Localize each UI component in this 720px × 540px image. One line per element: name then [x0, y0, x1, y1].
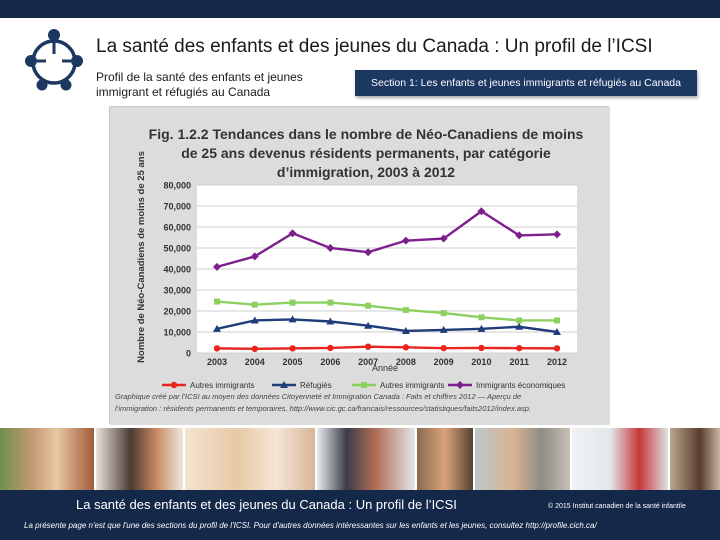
- y-tick-label: 20,000: [163, 307, 191, 317]
- series-line: [216, 300, 557, 322]
- x-axis-title: Année: [372, 363, 398, 373]
- data-point: [439, 325, 448, 333]
- data-point: [365, 302, 372, 309]
- x-tick-label: 2003: [207, 357, 227, 367]
- footer-title: La santé des enfants et des jeunes du Ca…: [76, 497, 457, 512]
- data-point: [440, 310, 447, 317]
- x-tick-label: 2007: [358, 357, 378, 367]
- photo-children-group: [0, 428, 94, 490]
- cich-logo: [25, 29, 83, 91]
- data-point: [401, 326, 410, 334]
- y-tick-label: 80,000: [163, 181, 191, 191]
- chart-figure: Fig. 1.2.2 Tendances dans le nombre de N…: [109, 106, 610, 425]
- data-point: [515, 231, 524, 240]
- data-point: [364, 343, 372, 350]
- profile-subtitle: Profil de la santé des enfants et jeunes…: [96, 70, 303, 99]
- data-point: [251, 345, 258, 352]
- figure-title-line3: d’immigration, 2003 à 2012: [277, 164, 455, 180]
- data-point: [280, 381, 288, 388]
- page-title: La santé des enfants et des jeunes du Ca…: [96, 36, 653, 57]
- footer-copyright: © 2015 Institut canadien de la santé inf…: [548, 503, 686, 510]
- legend-label: Autres immigrants: [190, 381, 254, 390]
- source-line-2: l’immigration : résidents permanents et …: [115, 404, 531, 413]
- data-point: [478, 344, 485, 352]
- data-point: [401, 236, 410, 245]
- series-line: [216, 209, 558, 269]
- section-badge: Section 1: Les enfants et jeunes immigra…: [355, 70, 697, 96]
- data-point: [478, 314, 485, 321]
- photo-teen: [670, 428, 720, 490]
- y-tick-label: 0: [186, 349, 191, 359]
- y-axis-title: Nombre de Néo-Canadiens de moins de 25 a…: [136, 151, 147, 363]
- data-point: [250, 316, 259, 324]
- data-point: [554, 317, 560, 324]
- data-point: [326, 244, 335, 252]
- data-point: [327, 299, 334, 306]
- photo-family: [95, 428, 184, 490]
- data-point: [402, 306, 409, 313]
- source-line-1: Graphique créé par l’ICSI au moyen des d…: [115, 392, 521, 401]
- data-point: [288, 315, 297, 323]
- data-point: [553, 345, 561, 352]
- data-point: [250, 252, 259, 261]
- top-band: [0, 0, 720, 18]
- legend-label: Réfugiés: [300, 381, 332, 390]
- y-tick-label: 70,000: [163, 202, 191, 212]
- x-tick-label: 2009: [434, 357, 454, 367]
- data-point: [251, 301, 258, 308]
- y-tick-label: 10,000: [163, 328, 191, 338]
- data-point: [326, 317, 335, 325]
- line-chart: Fig. 1.2.2 Tendances dans le nombre de N…: [110, 107, 610, 425]
- x-tick-label: 2004: [245, 357, 265, 367]
- footer-band: [0, 490, 720, 540]
- data-point: [456, 381, 464, 389]
- data-point: [553, 230, 561, 239]
- data-point: [364, 248, 373, 257]
- legend-label: Immigrants économiques: [476, 381, 565, 390]
- data-point: [213, 324, 221, 332]
- photo-checkup: [572, 428, 669, 490]
- data-point: [288, 229, 297, 238]
- legend-label: Autres immigrants: [380, 381, 444, 390]
- photo-baby: [185, 428, 316, 490]
- x-tick-label: 2008: [396, 357, 416, 367]
- data-point: [516, 344, 523, 352]
- data-point: [516, 317, 523, 324]
- figure-title-line1: Fig. 1.2.2 Tendances dans le nombre de N…: [149, 126, 584, 142]
- y-tick-label: 50,000: [163, 244, 191, 254]
- data-point: [170, 381, 178, 389]
- footer-note: La présente page n'est que l'une des sec…: [24, 521, 597, 530]
- photo-youth-group: [317, 428, 415, 490]
- data-point: [289, 345, 296, 352]
- data-point: [327, 344, 334, 352]
- y-tick-label: 40,000: [163, 265, 191, 275]
- data-point: [439, 234, 448, 243]
- x-tick-label: 2005: [283, 357, 303, 367]
- series-line: [216, 318, 558, 334]
- data-point: [440, 344, 447, 352]
- data-point: [553, 328, 561, 335]
- series-line: [216, 345, 558, 351]
- x-tick-label: 2006: [320, 357, 340, 367]
- y-tick-label: 60,000: [163, 223, 191, 233]
- x-tick-label: 2010: [471, 357, 491, 367]
- data-point: [213, 262, 221, 271]
- data-point: [364, 321, 373, 329]
- figure-title-line2: de 25 ans devenus résidents permanents, …: [181, 145, 551, 161]
- data-point: [477, 324, 486, 332]
- data-point: [214, 298, 220, 305]
- data-point: [213, 345, 221, 352]
- x-tick-label: 2011: [509, 357, 529, 367]
- data-point: [515, 322, 524, 330]
- y-tick-label: 30,000: [163, 286, 191, 296]
- photo-grandparents: [474, 428, 571, 490]
- data-point: [402, 344, 410, 351]
- data-point: [289, 299, 296, 306]
- data-point: [477, 207, 486, 216]
- photo-smiling-girl: [416, 428, 473, 490]
- x-tick-label: 2012: [547, 357, 567, 367]
- photo-strip: [0, 428, 720, 490]
- data-point: [361, 382, 367, 388]
